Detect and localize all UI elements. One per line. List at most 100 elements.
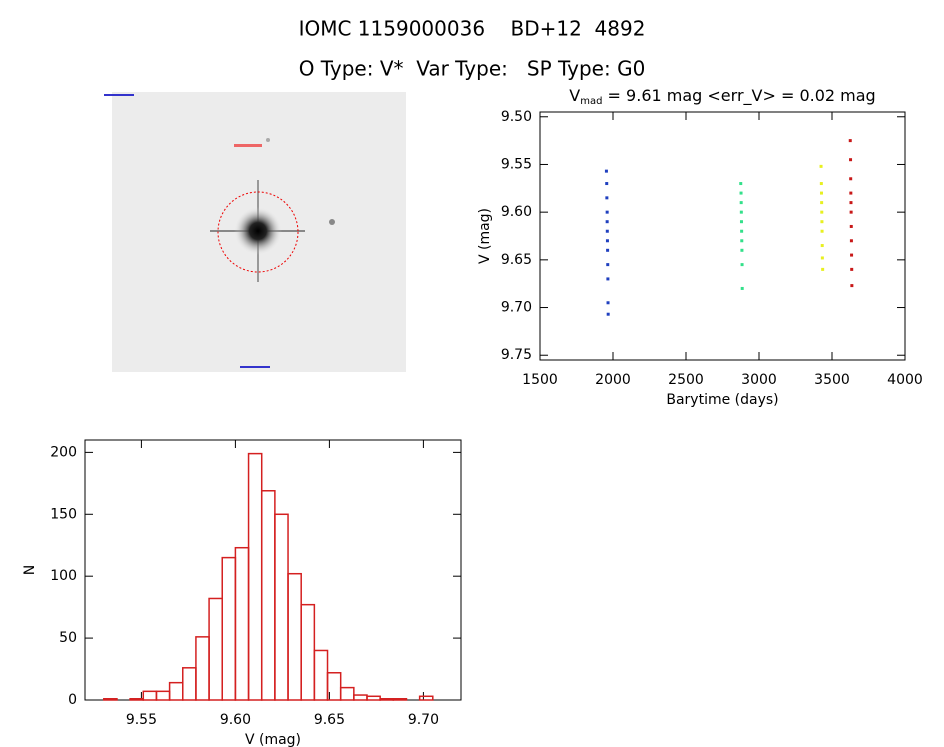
data-point <box>849 158 853 162</box>
x-tick-label: 9.65 <box>314 712 345 728</box>
histogram-bar <box>300 603 316 701</box>
y-tick-label: 50 <box>59 630 77 646</box>
histogram-bar <box>247 452 263 701</box>
histogram-bar <box>274 513 289 701</box>
data-point <box>849 210 853 214</box>
histogram-bar <box>142 690 158 701</box>
y-tick-label: 100 <box>50 568 77 584</box>
data-point <box>849 191 853 195</box>
data-point <box>740 248 744 252</box>
data-point <box>850 267 854 271</box>
histogram-bar <box>208 597 223 701</box>
histogram-bar <box>379 698 395 701</box>
title-part: V <box>569 86 580 105</box>
histogram-bar <box>326 672 342 701</box>
title-subscript: mad <box>580 96 602 107</box>
y-tick-label: 150 <box>50 506 77 522</box>
x-tick-label: 9.55 <box>126 712 157 728</box>
data-point <box>605 182 609 186</box>
data-point <box>850 253 854 257</box>
data-point <box>820 201 824 205</box>
data-point <box>819 164 823 168</box>
x-axis-label: V (mag) <box>245 732 301 747</box>
data-point <box>849 239 853 243</box>
data-point <box>740 263 744 267</box>
data-point <box>605 229 609 233</box>
data-point <box>605 220 609 224</box>
histogram-bar <box>182 667 197 701</box>
data-point <box>605 196 609 200</box>
histogram-bar <box>287 572 302 701</box>
histogram-bar <box>221 556 237 701</box>
data-point <box>848 139 852 143</box>
data-point <box>849 224 853 228</box>
data-point <box>849 177 853 181</box>
data-point <box>819 191 823 195</box>
y-axis-label: V (mag) <box>477 208 493 264</box>
y-tick-label: 9.70 <box>501 300 532 316</box>
y-tick-label: 9.65 <box>501 252 532 268</box>
x-tick-label: 4000 <box>887 372 923 388</box>
data-point <box>740 239 744 243</box>
data-point <box>820 229 824 233</box>
x-tick-label: 1500 <box>522 372 558 388</box>
data-point <box>820 210 824 214</box>
data-point <box>605 239 609 243</box>
histogram-bar <box>260 490 276 701</box>
histogram-bar <box>103 698 118 701</box>
data-point <box>740 229 744 233</box>
data-point <box>606 248 610 252</box>
y-tick-label: 0 <box>68 692 77 708</box>
data-point <box>606 263 610 267</box>
x-tick-label: 9.70 <box>408 712 439 728</box>
data-point <box>606 277 610 281</box>
chart-title: Vmad = 9.61 mag <err_V> = 0.02 mag <box>569 86 875 108</box>
histogram-bar <box>339 686 355 701</box>
x-tick-label: 3000 <box>741 372 777 388</box>
plot-frame <box>84 439 462 701</box>
x-tick-label: 2500 <box>668 372 704 388</box>
histogram-bar <box>313 649 329 701</box>
y-tick-label: 200 <box>50 444 77 460</box>
data-point <box>849 201 853 205</box>
histogram-bar <box>418 695 434 701</box>
x-tick-label: 9.60 <box>220 712 251 728</box>
y-tick-label: 9.75 <box>501 347 532 363</box>
histogram-bar <box>155 690 171 701</box>
page-title: IOMC 1159000036 BD+12 4892 <box>299 17 646 41</box>
data-point <box>820 256 824 260</box>
data-point <box>605 210 609 214</box>
sky-image <box>104 92 406 372</box>
y-tick-label: 9.55 <box>501 156 532 172</box>
data-point <box>739 182 743 186</box>
histogram-bar <box>234 546 250 701</box>
histogram-bar <box>195 636 210 701</box>
data-point <box>821 267 825 271</box>
data-point <box>819 182 823 186</box>
y-axis-label: N <box>22 565 38 575</box>
x-tick-label: 2000 <box>595 372 631 388</box>
data-point <box>850 284 854 288</box>
data-point <box>604 169 608 173</box>
data-point <box>820 244 824 248</box>
title-part: = 9.61 mag <err_V> = 0.02 mag <box>602 86 875 106</box>
y-tick-label: 9.50 <box>501 109 532 125</box>
data-point <box>740 286 744 290</box>
plot-frame <box>539 111 906 361</box>
histogram-bar <box>392 698 408 701</box>
histogram-bar <box>353 694 368 701</box>
histogram-bar <box>168 681 184 701</box>
data-point <box>606 312 610 316</box>
page-subtitle: O Type: V* Var Type: SP Type: G0 <box>299 57 646 81</box>
histogram-bar <box>129 698 145 701</box>
x-tick-label: 3500 <box>814 372 850 388</box>
histogram-bar <box>366 695 381 701</box>
y-tick-label: 9.60 <box>501 204 532 220</box>
data-point <box>739 210 743 214</box>
data-point <box>739 191 743 195</box>
data-point <box>739 201 743 205</box>
data-point <box>606 301 610 305</box>
data-point <box>739 220 743 224</box>
data-point <box>820 220 824 224</box>
